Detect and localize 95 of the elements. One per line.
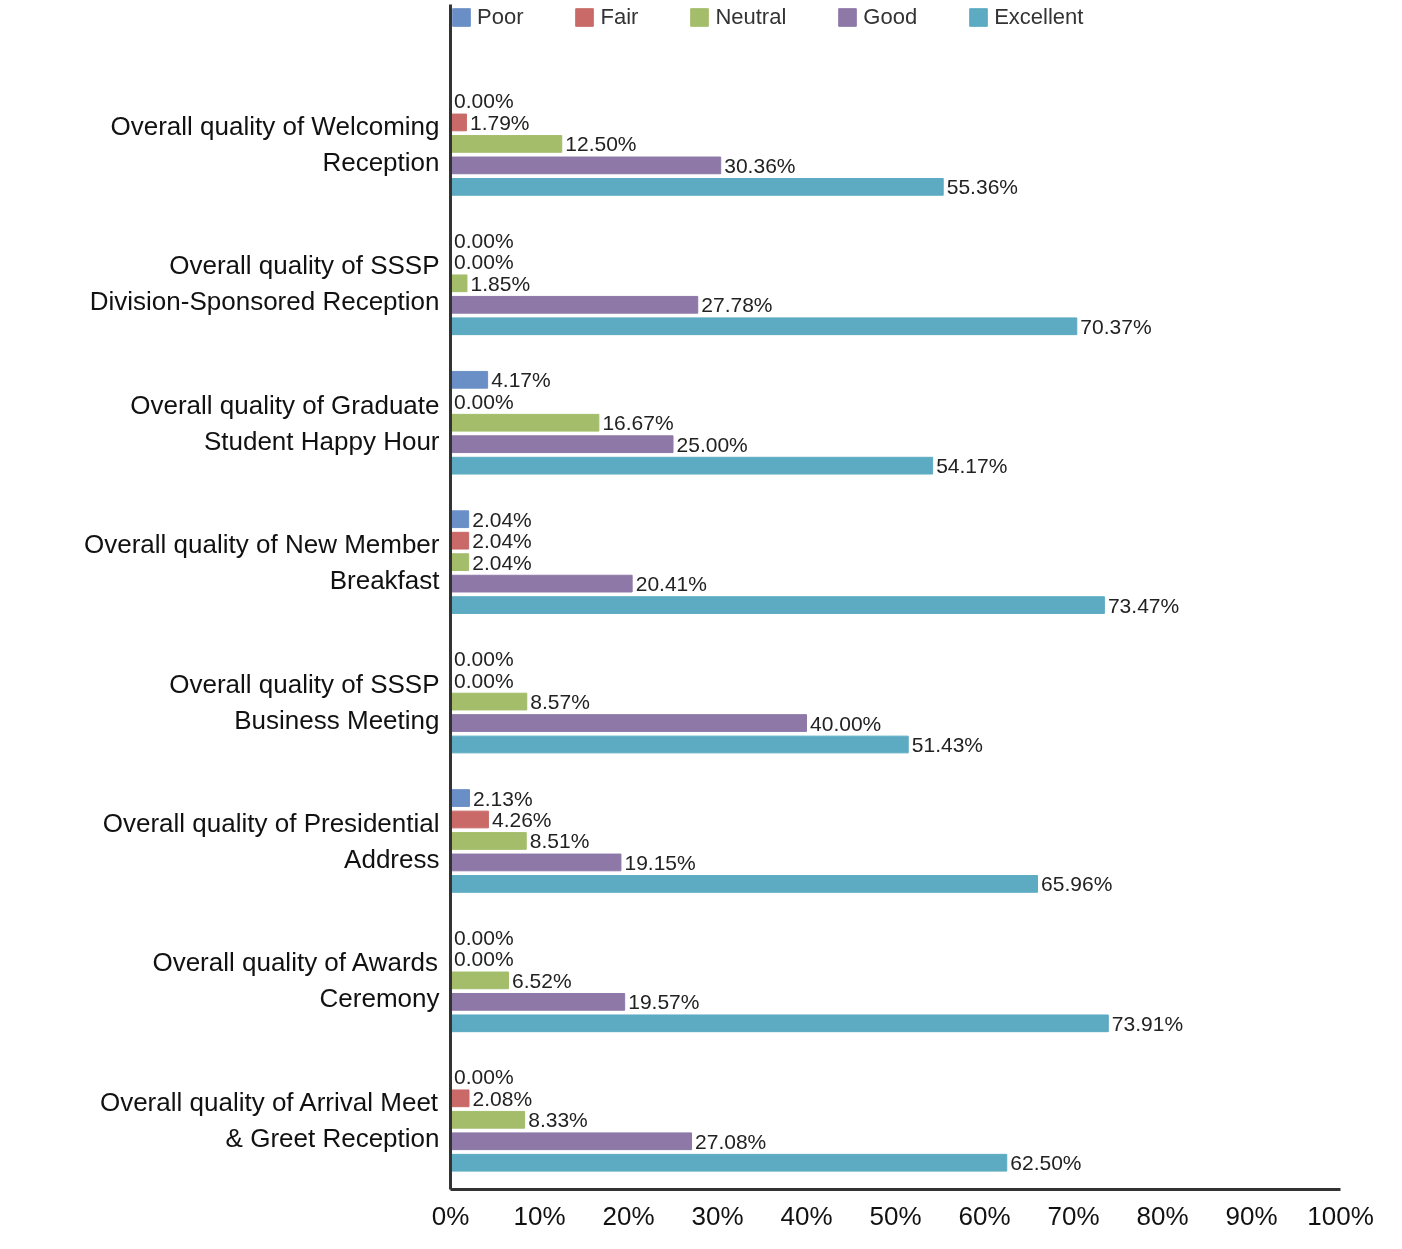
data-label: 19.15%	[624, 850, 696, 874]
y-tick-label: Overall quality of Awards Ceremony	[152, 947, 440, 1014]
data-label: 8.33%	[528, 1108, 588, 1132]
x-tick-label: 50%	[869, 1200, 922, 1231]
bar	[450, 177, 944, 196]
data-label: 2.13%	[473, 786, 533, 810]
data-label: 4.17%	[491, 368, 551, 392]
data-label: 1.79%	[469, 110, 530, 134]
data-label: 0.00%	[454, 668, 514, 692]
data-label: 8.51%	[529, 829, 590, 853]
data-label: 2.08%	[472, 1086, 533, 1110]
bar	[450, 156, 722, 175]
bar	[450, 714, 807, 732]
data-label: 0.00%	[454, 925, 514, 949]
data-label: 54.17%	[936, 454, 1008, 478]
legend-label: Poor	[477, 4, 524, 30]
data-label: 73.47%	[1107, 593, 1180, 617]
data-label: 19.57%	[628, 990, 700, 1014]
bar	[450, 875, 1039, 893]
y-tick-label: Overall quality of New Member Breakfast	[84, 529, 441, 596]
bar	[450, 531, 470, 550]
bar	[450, 1110, 526, 1129]
bar	[450, 596, 1105, 614]
x-tick-label: 20%	[602, 1200, 655, 1231]
y-tick-label: Overall quality of Graduate Student Happy Hour	[130, 389, 440, 456]
bar	[450, 135, 563, 153]
bar	[450, 435, 674, 454]
data-label: 62.50%	[1010, 1151, 1082, 1175]
bar	[450, 317, 1078, 336]
data-label: 27.08%	[695, 1129, 767, 1153]
x-tick-label: 90%	[1225, 1200, 1278, 1231]
bar	[450, 853, 622, 872]
legend-label: Excellent	[994, 4, 1084, 30]
y-tick-label: Overall quality of SSSP Division-Sponsored Reception	[89, 250, 440, 317]
x-tick-label: 30%	[691, 1200, 744, 1231]
data-label: 16.67%	[602, 411, 674, 435]
y-tick-label: Overall quality of Welcoming Reception	[110, 110, 440, 177]
bar	[450, 735, 909, 754]
data-label: 73.91%	[1111, 1011, 1184, 1035]
data-label: 25.00%	[676, 432, 748, 456]
bar	[450, 553, 470, 572]
data-label: 65.96%	[1041, 872, 1113, 896]
bar	[450, 113, 467, 132]
bar	[450, 274, 468, 293]
data-label: 6.52%	[512, 968, 572, 992]
data-label: 4.26%	[491, 808, 552, 831]
x-tick-label: 40%	[780, 1200, 833, 1231]
legend-label: Neutral	[715, 4, 787, 30]
data-label: 51.43%	[911, 733, 984, 756]
data-label: 2.04%	[472, 529, 532, 553]
bar	[450, 456, 934, 475]
data-label: 0.00%	[454, 250, 514, 274]
bar	[450, 789, 470, 807]
y-tick-label: Overall quality of Arrival Meet & Greet Reception	[99, 1086, 440, 1153]
data-label: 2.04%	[472, 507, 532, 531]
data-label: 27.78%	[701, 293, 773, 317]
data-label: 8.57%	[530, 690, 590, 714]
data-label: 0.00%	[454, 228, 514, 252]
bar	[450, 574, 633, 593]
bar	[450, 1153, 1008, 1172]
data-label: 0.00%	[454, 947, 514, 971]
bar	[450, 810, 489, 829]
data-label: 40.00%	[810, 711, 882, 735]
bar	[450, 832, 527, 850]
bar	[450, 370, 489, 389]
y-tick-label: Overall quality of Presidential Address	[102, 807, 440, 874]
x-tick-label: 10%	[513, 1200, 566, 1231]
data-label: 20.41%	[635, 572, 707, 596]
x-tick-label: 60%	[958, 1200, 1011, 1231]
bar	[450, 971, 510, 990]
data-label: 0.00%	[454, 389, 514, 413]
data-label: 70.37%	[1080, 314, 1152, 338]
bar	[450, 295, 699, 314]
data-label: 0.00%	[454, 647, 514, 671]
legend-label: Good	[863, 4, 918, 30]
data-label: 2.04%	[472, 550, 532, 574]
x-tick-label: 100%	[1307, 1200, 1374, 1231]
bar	[450, 1014, 1109, 1033]
bar	[450, 992, 626, 1011]
data-label: 30.36%	[724, 153, 796, 177]
legend-label: Fair	[600, 4, 639, 30]
x-tick-label: 0%	[431, 1200, 470, 1231]
x-tick-label: 80%	[1136, 1200, 1189, 1231]
data-label: 1.85%	[470, 271, 531, 295]
data-label: 0.00%	[454, 1065, 514, 1089]
bar	[450, 413, 600, 432]
bar	[450, 1132, 693, 1151]
bar	[450, 510, 470, 529]
data-label: 55.36%	[946, 175, 1018, 199]
data-label: 12.50%	[565, 132, 637, 156]
bar	[450, 1089, 470, 1108]
data-label: 0.00%	[454, 89, 514, 113]
x-tick-label: 70%	[1047, 1200, 1100, 1231]
bar	[450, 692, 528, 711]
y-tick-label: Overall quality of SSSP Business Meeting	[169, 668, 440, 735]
